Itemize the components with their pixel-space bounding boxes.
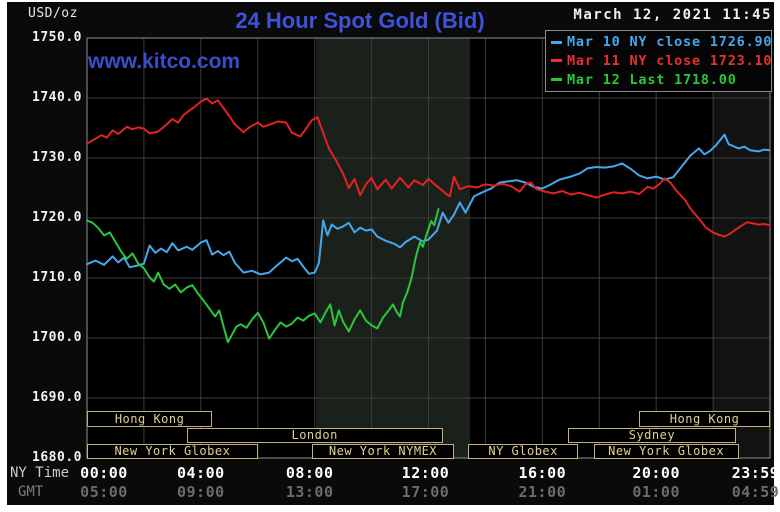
shaded-band [713,38,770,458]
y-axis-tick-label: 1720.0 [32,210,82,225]
x-axis-tick-label-gmt: 05:00 [80,483,128,501]
y-axis-tick-label: 1700.0 [32,330,82,345]
x-axis-tick-label-gmt: 09:00 [177,483,225,501]
session-box-sydney: Sydney [567,428,736,443]
legend-label: Mar 11 NY close 1723.10 [567,52,773,69]
x-axis-ny-time-label: NY Time [10,465,70,481]
legend-dash-icon [551,78,562,82]
x-axis-tick-label-gmt: 17:00 [401,483,450,501]
legend-item: Mar 12 Last 1718.00 [551,71,766,89]
series-mar12-line [86,208,440,344]
session-box-ny-globex: NY Globex [468,444,578,459]
session-box-hong-kong: Hong Kong [87,411,213,427]
legend-label: Mar 10 NY close 1726.90 [567,34,773,51]
y-axis-tick-label: 1710.0 [32,270,82,285]
x-axis-tick-label-ny: 04:00 [177,464,225,482]
legend-dash-icon [551,59,562,63]
session-box-new-york-globex: New York Globex [593,444,739,459]
x-axis-tick-label-ny: 12:00 [401,464,450,482]
x-axis-tick-label-ny: 16:00 [518,464,567,482]
session-box-new-york-nymex: New York NYMEX [311,444,455,459]
y-axis-tick-label: 1690.0 [32,390,82,405]
x-axis-tick-label-gmt: 21:00 [518,483,567,501]
x-axis-tick-label-ny: 08:00 [285,464,334,482]
session-box-london: London [186,428,443,443]
session-box-hong-kong: Hong Kong [639,411,770,427]
kitco-watermark-link[interactable]: www.kitco.com [88,50,241,73]
shaded-band [316,38,471,458]
chart-timestamp: March 12, 2021 11:45 [573,7,772,23]
y-axis-tick-label: 1750.0 [32,30,82,45]
x-axis-tick-label-ny: 20:00 [632,464,680,482]
legend-dash-icon [551,40,562,44]
y-axis-tick-label: 1730.0 [32,150,82,165]
x-axis-tick-label-gmt: 13:00 [285,483,334,501]
x-axis-tick-label-ny: 00:00 [80,464,128,482]
series-mar10-line [86,133,771,276]
x-axis-tick-label-ny: 23:59 [731,464,780,482]
x-axis-gmt-label: GMT [18,484,44,500]
y-axis-tick-label: 1740.0 [32,90,82,105]
x-axis-tick-label-gmt: 01:00 [632,483,680,501]
x-axis-tick-label-gmt: 04:59 [731,483,780,501]
legend-box: Mar 10 NY close 1726.90 Mar 11 NY close 1… [545,30,772,92]
legend-item: Mar 11 NY close 1723.10 [551,52,772,70]
page-title: 24 Hour Spot Gold (Bid) [235,8,485,33]
series-mar11-line [86,97,771,238]
y-axis-unit-label: USD/oz [28,6,78,21]
session-box-new-york-globex: New York Globex [87,444,258,459]
legend-item: Mar 10 NY close 1726.90 [551,33,772,51]
y-axis-tick-label: 1680.0 [32,450,82,465]
legend-label: Mar 12 Last 1718.00 [567,71,737,88]
